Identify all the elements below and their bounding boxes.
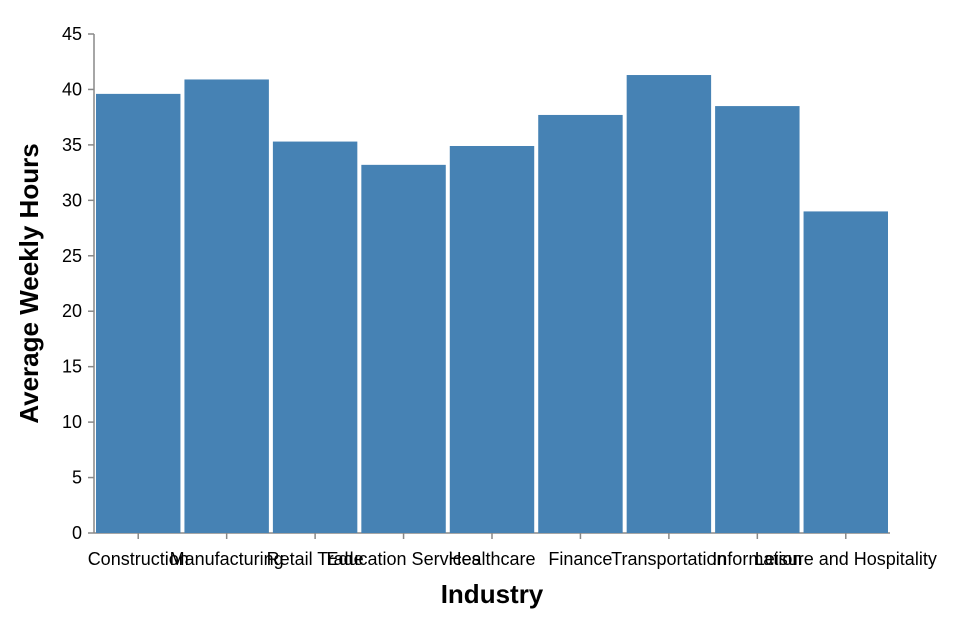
x-tick-label: Construction — [88, 549, 189, 569]
bar-education-services — [361, 164, 446, 534]
bar-healthcare — [449, 145, 535, 533]
x-tick-label: Information — [712, 549, 802, 569]
x-tick-label: Healthcare — [448, 549, 535, 569]
y-tick-label: 15 — [62, 357, 82, 377]
y-axis-title: Average Weekly Hours — [14, 143, 44, 423]
y-tick-label: 20 — [62, 301, 82, 321]
bar-information — [715, 106, 800, 534]
bars — [96, 75, 888, 534]
bar-finance — [538, 114, 623, 534]
x-axis — [94, 532, 890, 539]
y-tick-label: 40 — [62, 79, 82, 99]
x-tick-label: Retail Trade — [267, 549, 364, 569]
y-tick-label: 30 — [62, 190, 82, 210]
bar-construction — [96, 93, 181, 533]
y-tick-label: 10 — [62, 412, 82, 432]
bar-transportation — [626, 75, 712, 533]
x-tick-label: Transportation — [611, 549, 726, 569]
y-axis: 0 5 10 15 20 25 30 35 40 45 — [62, 24, 95, 543]
x-tick-label: Leisure and Hospitality — [755, 549, 937, 569]
y-tick-label: 5 — [72, 468, 82, 488]
bar-leisure-and-hospitality — [803, 211, 888, 533]
y-tick-label: 45 — [62, 24, 82, 44]
x-tick-label: Manufacturing — [170, 549, 284, 569]
bar-manufacturing — [184, 79, 269, 533]
y-tick-label: 0 — [72, 523, 82, 543]
x-axis-title: Industry — [441, 579, 544, 609]
x-tick-label: Education Services — [327, 549, 481, 569]
bar-retail-trade — [272, 141, 358, 533]
y-tick-label: 35 — [62, 135, 82, 155]
x-tick-label: Finance — [548, 549, 612, 569]
y-tick-label: 25 — [62, 246, 82, 266]
